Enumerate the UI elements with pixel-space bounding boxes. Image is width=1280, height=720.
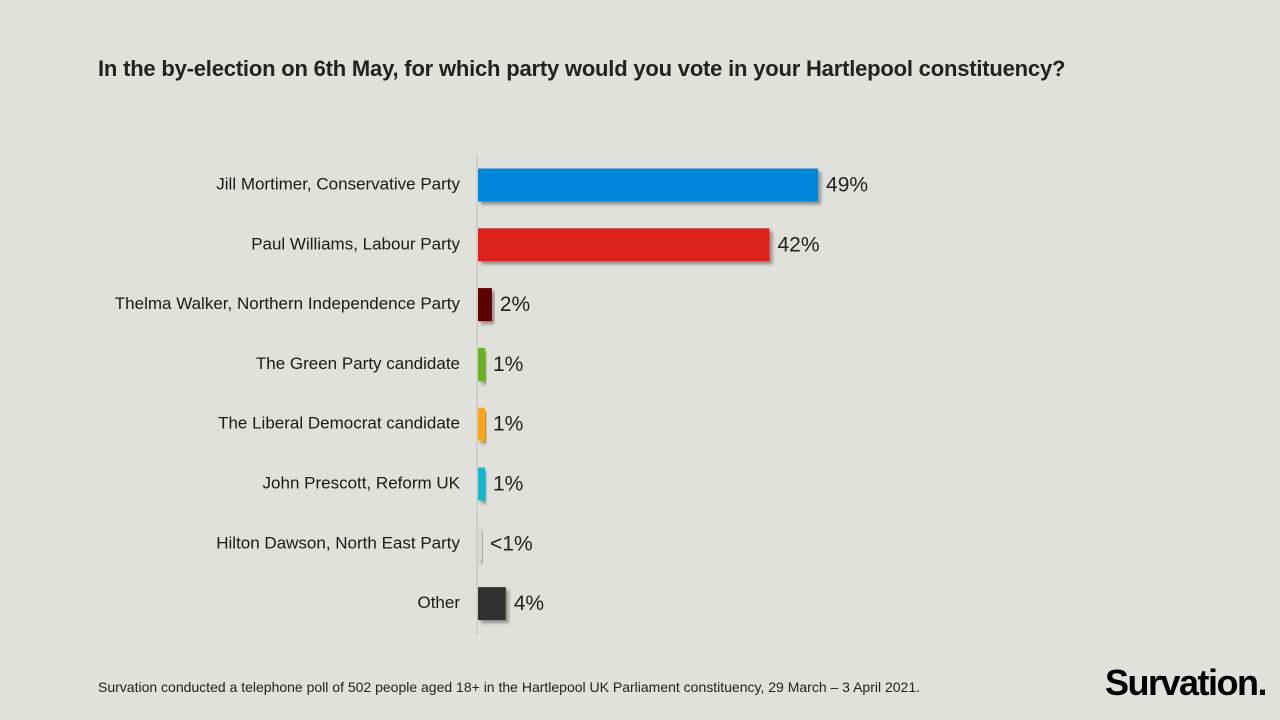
value-label: <1% (490, 532, 533, 555)
bar (478, 347, 485, 381)
category-label: The Liberal Democrat candidate (218, 414, 460, 433)
value-label: 1% (493, 353, 523, 376)
category-label: Hilton Dawson, North East Party (216, 533, 460, 552)
value-label: 49% (826, 174, 868, 197)
value-label: 2% (500, 293, 530, 316)
chart-title: In the by-election on 6th May, for which… (98, 56, 1066, 81)
category-label: Thelma Walker, Northern Independence Par… (115, 294, 461, 313)
value-label: 1% (493, 473, 523, 496)
category-label: Other (417, 593, 460, 612)
category-label: Paul Williams, Labour Party (251, 234, 460, 253)
category-label: Jill Mortimer, Conservative Party (216, 174, 460, 193)
bar (478, 228, 770, 262)
category-label: The Green Party candidate (256, 354, 460, 373)
survation-logo: Survation. (1104, 662, 1268, 703)
value-label: 4% (514, 592, 544, 615)
bar (478, 467, 485, 501)
footnote: Survation conducted a telephone poll of … (98, 679, 921, 695)
bar (478, 407, 485, 441)
bar (478, 168, 819, 202)
bar (478, 527, 482, 561)
value-label: 42% (777, 233, 819, 256)
bar (478, 587, 506, 621)
category-label: John Prescott, Reform UK (263, 473, 461, 492)
value-label: 1% (493, 413, 523, 436)
bar (478, 288, 492, 322)
